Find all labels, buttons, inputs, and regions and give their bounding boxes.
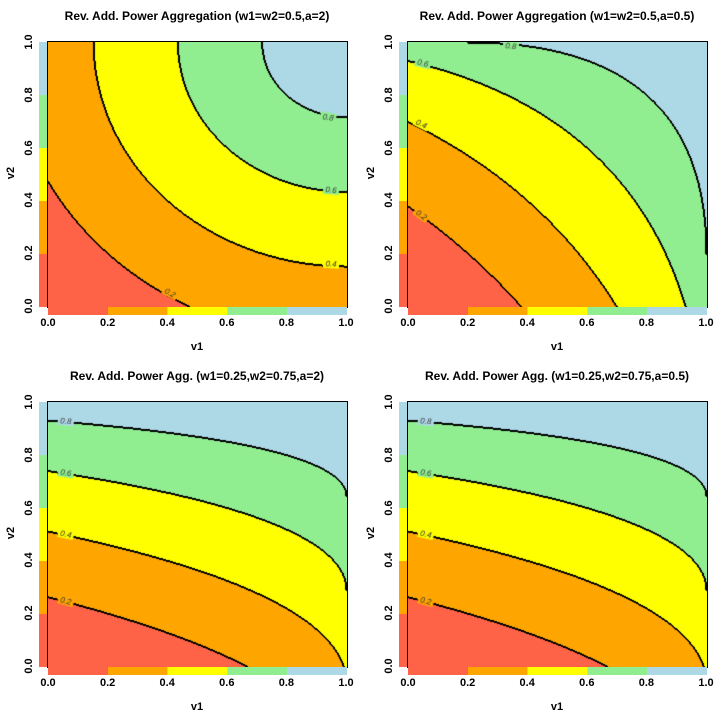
x-tick-label: 0.0 bbox=[400, 317, 416, 329]
x-axis-label: v1 bbox=[190, 701, 204, 713]
panel-top-right: Rev. Add. Power Aggregation (w1=w2=0.5,a… bbox=[360, 0, 720, 360]
y-tick-label: 0.4 bbox=[383, 192, 395, 209]
x-tick-label: 0.0 bbox=[400, 677, 416, 689]
x-axis-color-ruler bbox=[48, 307, 347, 315]
y-axis-color-ruler bbox=[399, 402, 407, 667]
y-axis-color-ruler bbox=[39, 402, 47, 667]
y-tick-label: 0.0 bbox=[23, 298, 35, 314]
y-tick-label: 0.0 bbox=[383, 658, 395, 674]
plot-area bbox=[47, 401, 348, 668]
x-tick-label: 0.8 bbox=[638, 317, 655, 329]
panel-title: Rev. Add. Power Aggregation (w1=w2=0.5,a… bbox=[64, 9, 330, 23]
x-tick-label: 1.0 bbox=[338, 317, 354, 329]
x-axis-label: v1 bbox=[190, 341, 204, 353]
x-tick-label: 1.0 bbox=[698, 317, 714, 329]
panel-title: Rev. Add. Power Agg. (w1=0.25,w2=0.75,a=… bbox=[425, 369, 689, 383]
y-tick-label: 0.2 bbox=[23, 605, 35, 621]
x-tick-label: 0.4 bbox=[519, 317, 535, 329]
x-tick-label: 0.2 bbox=[459, 317, 476, 329]
y-axis-color-ruler bbox=[39, 42, 47, 307]
y-tick-label: 0.0 bbox=[23, 658, 35, 674]
x-tick-label: 0.8 bbox=[278, 677, 295, 689]
plot-area bbox=[407, 401, 708, 668]
y-axis-label: v2 bbox=[365, 526, 377, 540]
x-tick-label: 1.0 bbox=[338, 677, 354, 689]
x-tick-label: 0.6 bbox=[219, 317, 235, 329]
y-tick-label: 1.0 bbox=[383, 34, 395, 50]
y-axis-label: v2 bbox=[5, 526, 17, 540]
y-tick-label: 0.6 bbox=[23, 499, 35, 516]
x-axis-color-ruler bbox=[408, 307, 707, 315]
y-tick-label: 0.8 bbox=[383, 447, 395, 463]
x-tick-label: 0.8 bbox=[278, 317, 295, 329]
x-axis-label: v1 bbox=[550, 701, 564, 713]
y-tick-label: 0.6 bbox=[23, 139, 35, 156]
y-tick-label: 0.6 bbox=[383, 139, 395, 156]
x-tick-label: 0.0 bbox=[40, 677, 56, 689]
contour-plot-canvas bbox=[408, 402, 707, 667]
panel-bottom-right: Rev. Add. Power Agg. (w1=0.25,w2=0.75,a=… bbox=[360, 360, 720, 720]
panel-top-left: Rev. Add. Power Aggregation (w1=w2=0.5,a… bbox=[0, 0, 360, 360]
y-tick-label: 0.6 bbox=[383, 499, 395, 516]
plot-area bbox=[407, 41, 708, 308]
contour-plot-canvas bbox=[408, 42, 707, 307]
y-tick-label: 1.0 bbox=[383, 394, 395, 410]
y-tick-label: 0.2 bbox=[383, 605, 395, 621]
x-tick-label: 0.2 bbox=[99, 677, 116, 689]
x-tick-label: 0.8 bbox=[638, 677, 655, 689]
y-tick-label: 1.0 bbox=[23, 34, 35, 50]
x-tick-label: 0.2 bbox=[459, 677, 476, 689]
y-tick-label: 0.8 bbox=[23, 87, 35, 103]
y-tick-label: 0.4 bbox=[383, 552, 395, 569]
x-tick-label: 0.6 bbox=[219, 677, 235, 689]
panel-bottom-left: Rev. Add. Power Agg. (w1=0.25,w2=0.75,a=… bbox=[0, 360, 360, 720]
x-axis-color-ruler bbox=[408, 667, 707, 675]
y-tick-label: 0.2 bbox=[383, 245, 395, 261]
y-tick-label: 0.4 bbox=[23, 192, 35, 209]
y-axis-color-ruler bbox=[399, 42, 407, 307]
x-axis-label: v1 bbox=[550, 341, 564, 353]
y-tick-label: 0.8 bbox=[23, 447, 35, 463]
y-axis-label: v2 bbox=[365, 166, 377, 180]
y-tick-label: 0.0 bbox=[383, 298, 395, 314]
contour-plot-canvas bbox=[48, 42, 347, 307]
x-tick-label: 0.2 bbox=[99, 317, 116, 329]
y-tick-label: 1.0 bbox=[23, 394, 35, 410]
x-tick-label: 0.6 bbox=[579, 317, 595, 329]
x-axis-color-ruler bbox=[48, 667, 347, 675]
plot-area bbox=[47, 41, 348, 308]
x-tick-label: 0.4 bbox=[159, 677, 175, 689]
x-tick-label: 0.6 bbox=[579, 677, 595, 689]
x-tick-label: 0.0 bbox=[40, 317, 56, 329]
contour-plot-canvas bbox=[48, 402, 347, 667]
x-tick-label: 1.0 bbox=[698, 677, 714, 689]
x-tick-label: 0.4 bbox=[519, 677, 535, 689]
y-tick-label: 0.2 bbox=[23, 245, 35, 261]
y-tick-label: 0.4 bbox=[23, 552, 35, 569]
panel-title: Rev. Add. Power Aggregation (w1=w2=0.5,a… bbox=[419, 9, 695, 23]
y-tick-label: 0.8 bbox=[383, 87, 395, 103]
x-tick-label: 0.4 bbox=[159, 317, 175, 329]
panel-title: Rev. Add. Power Agg. (w1=0.25,w2=0.75,a=… bbox=[70, 369, 324, 383]
y-axis-label: v2 bbox=[5, 166, 17, 180]
